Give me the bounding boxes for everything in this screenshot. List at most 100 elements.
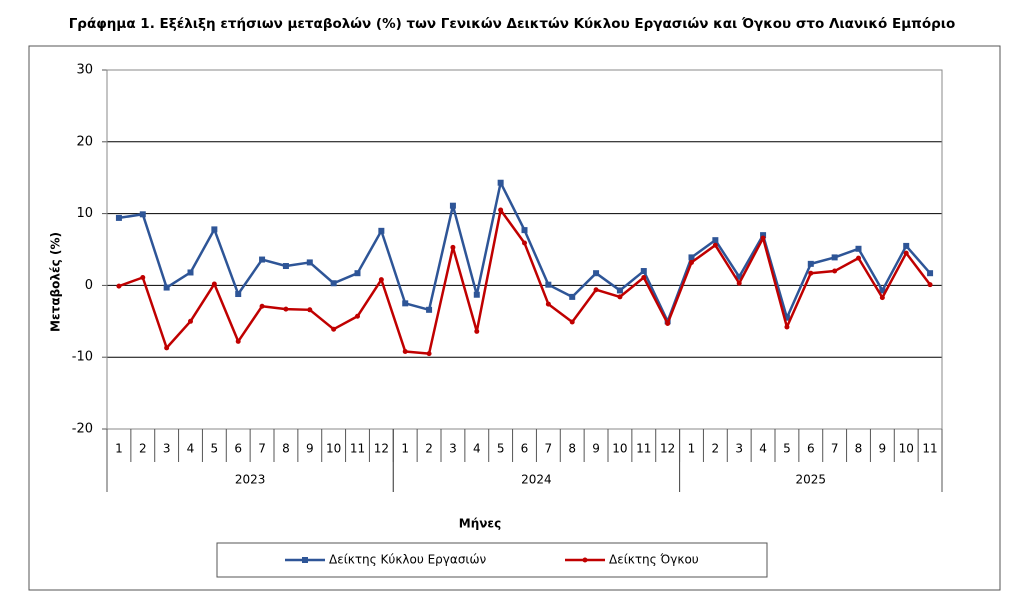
data-point <box>497 179 504 186</box>
data-point <box>330 280 337 287</box>
data-point <box>426 306 433 313</box>
data-point <box>640 268 647 275</box>
y-tick-label: 30 <box>76 63 93 78</box>
chart-title: Γράφημα 1. Εξέλιξη ετήσιων μεταβολών (%)… <box>69 16 956 32</box>
data-point <box>879 295 885 301</box>
data-point <box>593 270 600 277</box>
data-point <box>688 254 695 261</box>
x-tick-label: 4 <box>759 442 767 456</box>
legend-label: Δείκτης Όγκου <box>609 553 699 567</box>
x-tick-label: 7 <box>258 442 266 456</box>
x-tick-label: 1 <box>401 442 409 456</box>
data-point <box>164 345 170 351</box>
data-point <box>927 270 934 277</box>
x-tick-label: 5 <box>783 442 791 456</box>
group-label: 2024 <box>521 473 552 487</box>
data-point <box>450 244 456 250</box>
data-point <box>808 270 814 276</box>
data-point <box>856 255 861 261</box>
x-tick-label: 4 <box>187 442 195 456</box>
x-tick-label: 11 <box>350 442 365 456</box>
data-point <box>498 207 504 213</box>
data-point <box>903 250 909 256</box>
data-point <box>521 227 528 234</box>
y-tick-label: 0 <box>85 278 93 293</box>
data-point <box>736 280 742 286</box>
data-point <box>593 287 599 293</box>
x-tick-label: 1 <box>115 442 123 456</box>
data-point <box>378 277 384 283</box>
data-point <box>402 348 408 354</box>
data-point <box>235 291 242 298</box>
x-tick-label: 4 <box>473 442 481 456</box>
x-tick-label: 5 <box>211 442 219 456</box>
data-point <box>449 202 456 209</box>
data-point <box>736 273 743 280</box>
x-tick-label: 2 <box>712 442 720 456</box>
x-tick-label: 8 <box>568 442 576 456</box>
data-point <box>259 256 266 263</box>
legend-marker <box>582 557 588 563</box>
data-point <box>712 242 718 248</box>
x-tick-label: 7 <box>545 442 553 456</box>
data-point <box>665 320 671 326</box>
x-tick-label: 8 <box>282 442 290 456</box>
y-axis-label: Μεταβολές (%) <box>49 232 63 332</box>
data-point <box>188 318 193 324</box>
data-point <box>569 293 576 300</box>
data-point <box>522 240 527 246</box>
data-point <box>712 237 719 244</box>
data-point <box>211 226 218 233</box>
x-tick-label: 6 <box>521 442 529 456</box>
data-point <box>879 287 886 294</box>
data-point <box>545 301 551 307</box>
data-point <box>831 254 838 261</box>
group-label: 2023 <box>235 473 266 487</box>
data-point <box>760 235 766 241</box>
legend-marker <box>302 557 308 563</box>
data-point <box>855 245 862 252</box>
data-point <box>282 263 289 270</box>
legend-label: Δείκτης Κύκλου Εργασιών <box>329 553 487 567</box>
x-tick-label: 3 <box>735 442 743 456</box>
group-label: 2025 <box>796 473 827 487</box>
x-tick-label: 3 <box>449 442 457 456</box>
x-tick-label: 11 <box>636 442 651 456</box>
data-point <box>474 328 480 334</box>
x-tick-label: 3 <box>163 442 171 456</box>
x-tick-label: 7 <box>831 442 839 456</box>
data-point <box>187 269 194 276</box>
y-tick-label: -10 <box>72 350 93 365</box>
x-tick-label: 2 <box>139 442 147 456</box>
legend-box <box>216 542 768 578</box>
data-point <box>211 281 217 287</box>
data-point <box>378 227 385 234</box>
data-point <box>306 259 313 266</box>
x-tick-label: 8 <box>855 442 863 456</box>
data-point <box>545 281 552 288</box>
data-point <box>641 275 647 281</box>
data-point <box>473 291 480 298</box>
x-tick-label: 10 <box>899 442 914 456</box>
x-tick-label: 10 <box>326 442 341 456</box>
data-point <box>355 313 360 319</box>
x-tick-label: 6 <box>807 442 815 456</box>
data-point <box>402 300 409 307</box>
data-point <box>354 270 361 277</box>
x-tick-label: 9 <box>306 442 314 456</box>
data-point <box>783 314 790 321</box>
data-point <box>426 351 432 357</box>
data-point <box>689 259 694 265</box>
x-tick-label: 12 <box>660 442 675 456</box>
y-tick-label: 20 <box>76 134 93 149</box>
data-point <box>331 326 337 332</box>
data-point <box>784 324 790 330</box>
chart-frame <box>28 45 1001 591</box>
data-point <box>832 268 838 274</box>
data-point <box>307 307 313 313</box>
data-point <box>139 211 146 218</box>
data-point <box>283 306 289 312</box>
x-tick-label: 9 <box>879 442 887 456</box>
